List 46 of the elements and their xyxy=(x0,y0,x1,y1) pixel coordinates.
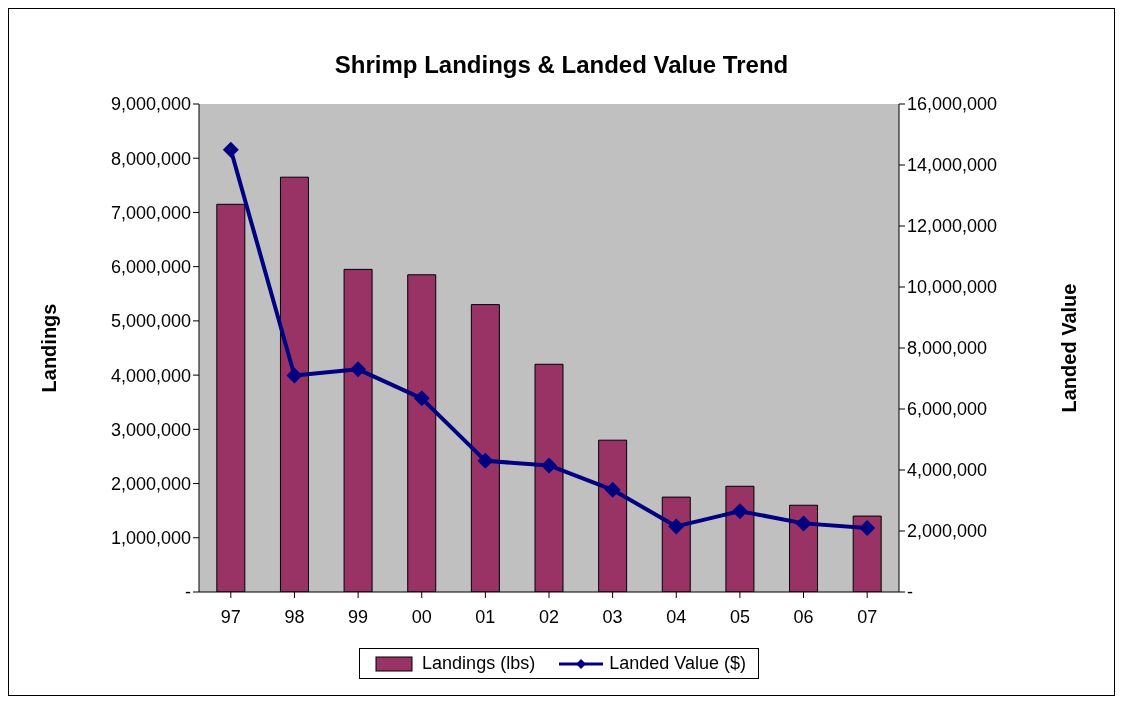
y-tick-label: - xyxy=(185,582,191,603)
y-tick-label: 1,000,000 xyxy=(110,528,191,549)
x-tick-label: 97 xyxy=(220,606,241,627)
x-tick-label: 00 xyxy=(411,606,432,627)
y-tick-label: 2,000,000 xyxy=(110,473,191,494)
point xyxy=(350,361,367,378)
y2-tick-label: 2,000,000 xyxy=(907,521,988,542)
y2-tick-label: 14,000,000 xyxy=(907,155,998,176)
point xyxy=(731,503,748,520)
y-tick-label: 5,000,000 xyxy=(110,311,191,332)
y-tick-label: 4,000,000 xyxy=(110,365,191,386)
x-tick-label: 04 xyxy=(666,606,687,627)
y2-tick-label: 16,000,000 xyxy=(907,94,998,115)
x-tick-label: 02 xyxy=(538,606,560,627)
y2-tick-label: 4,000,000 xyxy=(907,460,988,481)
x-tick-label: 07 xyxy=(857,606,878,627)
x-tick-label: 99 xyxy=(348,606,369,627)
x-tick-label: 01 xyxy=(475,606,496,627)
chart-title: Shrimp Landings & Landed Value Trend xyxy=(333,51,790,79)
y2-tick-label: 12,000,000 xyxy=(907,216,998,237)
y-tick-label: 7,000,000 xyxy=(110,202,191,223)
y-tick-label: 9,000,000 xyxy=(110,94,191,115)
point xyxy=(859,519,876,536)
point xyxy=(795,515,812,532)
y2-tick-label: - xyxy=(907,582,913,603)
point xyxy=(668,518,685,535)
y-tick-label: 6,000,000 xyxy=(110,257,191,278)
x-tick-label: 98 xyxy=(284,606,305,627)
y2-tick-label: 8,000,000 xyxy=(907,338,988,359)
y2-tick-label: 6,000,000 xyxy=(907,399,988,420)
y2-axis-title: Landed Value xyxy=(1058,283,1081,413)
point xyxy=(222,141,239,158)
point xyxy=(477,452,494,469)
y2-tick-label: 10,000,000 xyxy=(907,277,998,298)
y-axis-title: Landings xyxy=(38,303,61,393)
x-tick-label: 05 xyxy=(729,606,750,627)
point xyxy=(413,390,430,407)
y-tick-label: 3,000,000 xyxy=(110,419,191,440)
y-tick-label: 8,000,000 xyxy=(110,148,191,169)
legend-label: Landings (lbs) xyxy=(421,653,536,674)
point xyxy=(541,457,557,474)
point xyxy=(604,481,621,498)
point xyxy=(286,367,303,384)
x-tick-label: 03 xyxy=(602,606,623,627)
x-tick-label: 06 xyxy=(793,606,814,627)
legend-label: Landed Value ($) xyxy=(608,653,746,674)
